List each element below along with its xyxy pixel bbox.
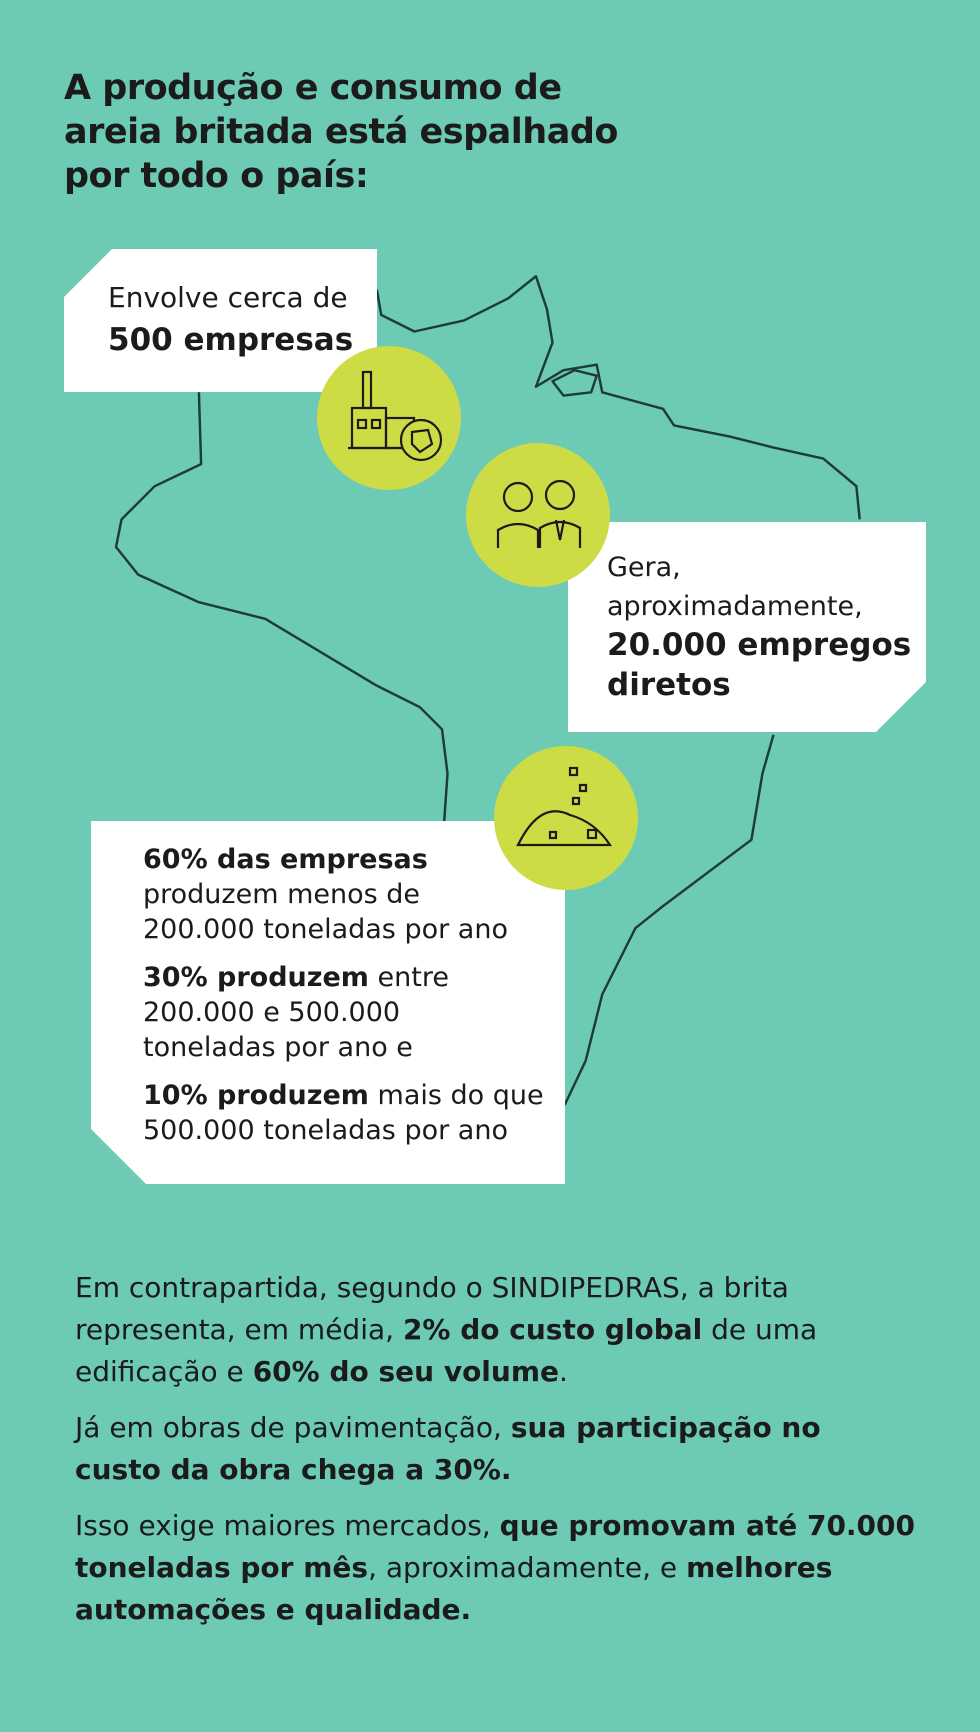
footer-text: Em contrapartida, segundo o SINDIPEDRAS,… (75, 1267, 915, 1631)
title-line: por todo o país: (64, 156, 369, 196)
text-segment: Já em obras de pavimentação, (75, 1411, 511, 1444)
text-line: 60% das empresas (143, 842, 544, 877)
text-line: custo da obra chega a 30%. (75, 1449, 915, 1491)
map-outline (375, 275, 861, 520)
text-segment: , aproximadamente, e (368, 1551, 687, 1584)
text-line: 30% produzem entre (143, 960, 544, 995)
text-segment: custo da obra chega a 30%. (75, 1453, 512, 1486)
card: Envolve cerca de 500 empresas (64, 249, 377, 392)
paragraph: 60% das empresas produzem menos de 200.000… (143, 842, 544, 947)
text-segment: 60% das empresas (143, 844, 428, 875)
paragraph: Gera, aproximadamente, 20.000 empregos dire… (607, 548, 911, 706)
text-segment: 2% do custo global (402, 1313, 703, 1346)
paragraph: Envolve cerca de 500 empresas (108, 277, 353, 362)
card: Gera, aproximadamente, 20.000 empregos dire… (568, 522, 926, 732)
text-segment: 30% produzem (143, 962, 369, 993)
paragraph: Já em obras de pavimentação, sua partici… (75, 1407, 915, 1491)
title-line: areia britada está espalhado (64, 112, 618, 152)
text-segment: 200.000 toneladas por ano (143, 914, 508, 945)
text-line: produzem menos de (143, 877, 544, 912)
text-segment: mais do que (368, 1080, 544, 1111)
text-line: 500.000 toneladas por ano (143, 1113, 544, 1148)
text-segment: toneladas por mês (75, 1551, 369, 1584)
text-segment: edificação e (75, 1355, 253, 1388)
text-segment: Em contrapartida, segundo o SINDIPEDRAS,… (75, 1271, 789, 1304)
text-segment: 10% produzem (143, 1080, 369, 1111)
text-line: toneladas por mês, aproximadamente, e me… (75, 1547, 915, 1589)
text-segment: sua participação no (510, 1411, 821, 1444)
text-line: toneladas por ano e (143, 1030, 544, 1065)
people-icon (496, 479, 582, 548)
text-line: diretos (607, 666, 911, 706)
text-line: representa, em média, 2% do custo global… (75, 1309, 915, 1351)
text-line: automações e qualidade. (75, 1589, 915, 1631)
text-segment: de uma (702, 1313, 818, 1346)
card-text: Gera, aproximadamente, 20.000 empregos dire… (607, 548, 911, 706)
text-line: edificação e 60% do seu volume. (75, 1351, 915, 1393)
map-outline (114, 392, 449, 822)
card: 60% das empresas produzem menos de 200.000… (91, 821, 565, 1184)
text-line: Gera, (607, 548, 911, 587)
card-text: 60% das empresas produzem menos de 200.000… (143, 842, 544, 1148)
sand-icon (516, 766, 613, 847)
text-line: Em contrapartida, segundo o SINDIPEDRAS,… (75, 1267, 915, 1309)
text-segment: . (559, 1355, 568, 1388)
icon-circle (494, 746, 638, 890)
paragraph: Isso exige maiores mercados, que promova… (75, 1505, 915, 1631)
text-segment: que promovam até 70.000 (499, 1509, 916, 1542)
text-segment: melhores (686, 1551, 833, 1584)
title: A produção e consumo de areia britada est… (64, 66, 618, 198)
text-segment: representa, em média, (75, 1313, 403, 1346)
text-segment: automações e qualidade. (75, 1593, 472, 1626)
text-segment: 60% do seu volume (252, 1355, 560, 1388)
paragraph: 30% produzem entre 200.000 e 500.000 tonel… (143, 960, 544, 1065)
text-line: 500 empresas (108, 319, 353, 362)
text-line: 200.000 toneladas por ano (143, 912, 544, 947)
title-line: A produção e consumo de (64, 68, 562, 108)
text-segment: 500 empresas (108, 322, 354, 358)
text-line: 20.000 empregos (607, 626, 911, 666)
card-text: Envolve cerca de 500 empresas (108, 277, 353, 362)
icon-circle (466, 443, 610, 587)
factory-icon (348, 370, 443, 462)
text-segment: produzem menos de (143, 879, 421, 910)
text-segment: Isso exige maiores mercados, (75, 1509, 500, 1542)
text-segment: 500.000 toneladas por ano (143, 1115, 508, 1146)
text-segment: 200.000 e 500.000 (143, 997, 401, 1028)
text-segment: diretos (607, 667, 731, 703)
text-segment: entre (368, 962, 449, 993)
map-island (551, 368, 598, 397)
paragraph: Em contrapartida, segundo o SINDIPEDRAS,… (75, 1267, 915, 1393)
text-segment: toneladas por ano e (143, 1032, 413, 1063)
map-outline (563, 734, 775, 1106)
text-segment: Envolve cerca de (108, 281, 348, 314)
text-line: aproximadamente, (607, 587, 911, 626)
text-line: 200.000 e 500.000 (143, 995, 544, 1030)
text-segment: Gera, (607, 552, 681, 583)
text-line: Envolve cerca de (108, 277, 353, 319)
text-segment: 20.000 empregos (607, 627, 912, 663)
text-line: Já em obras de pavimentação, sua partici… (75, 1407, 915, 1449)
paragraph: 10% produzem mais do que 500.000 tonelada… (143, 1078, 544, 1148)
text-segment: aproximadamente, (607, 591, 863, 622)
text-line: Isso exige maiores mercados, que promova… (75, 1505, 915, 1547)
text-line: 10% produzem mais do que (143, 1078, 544, 1113)
